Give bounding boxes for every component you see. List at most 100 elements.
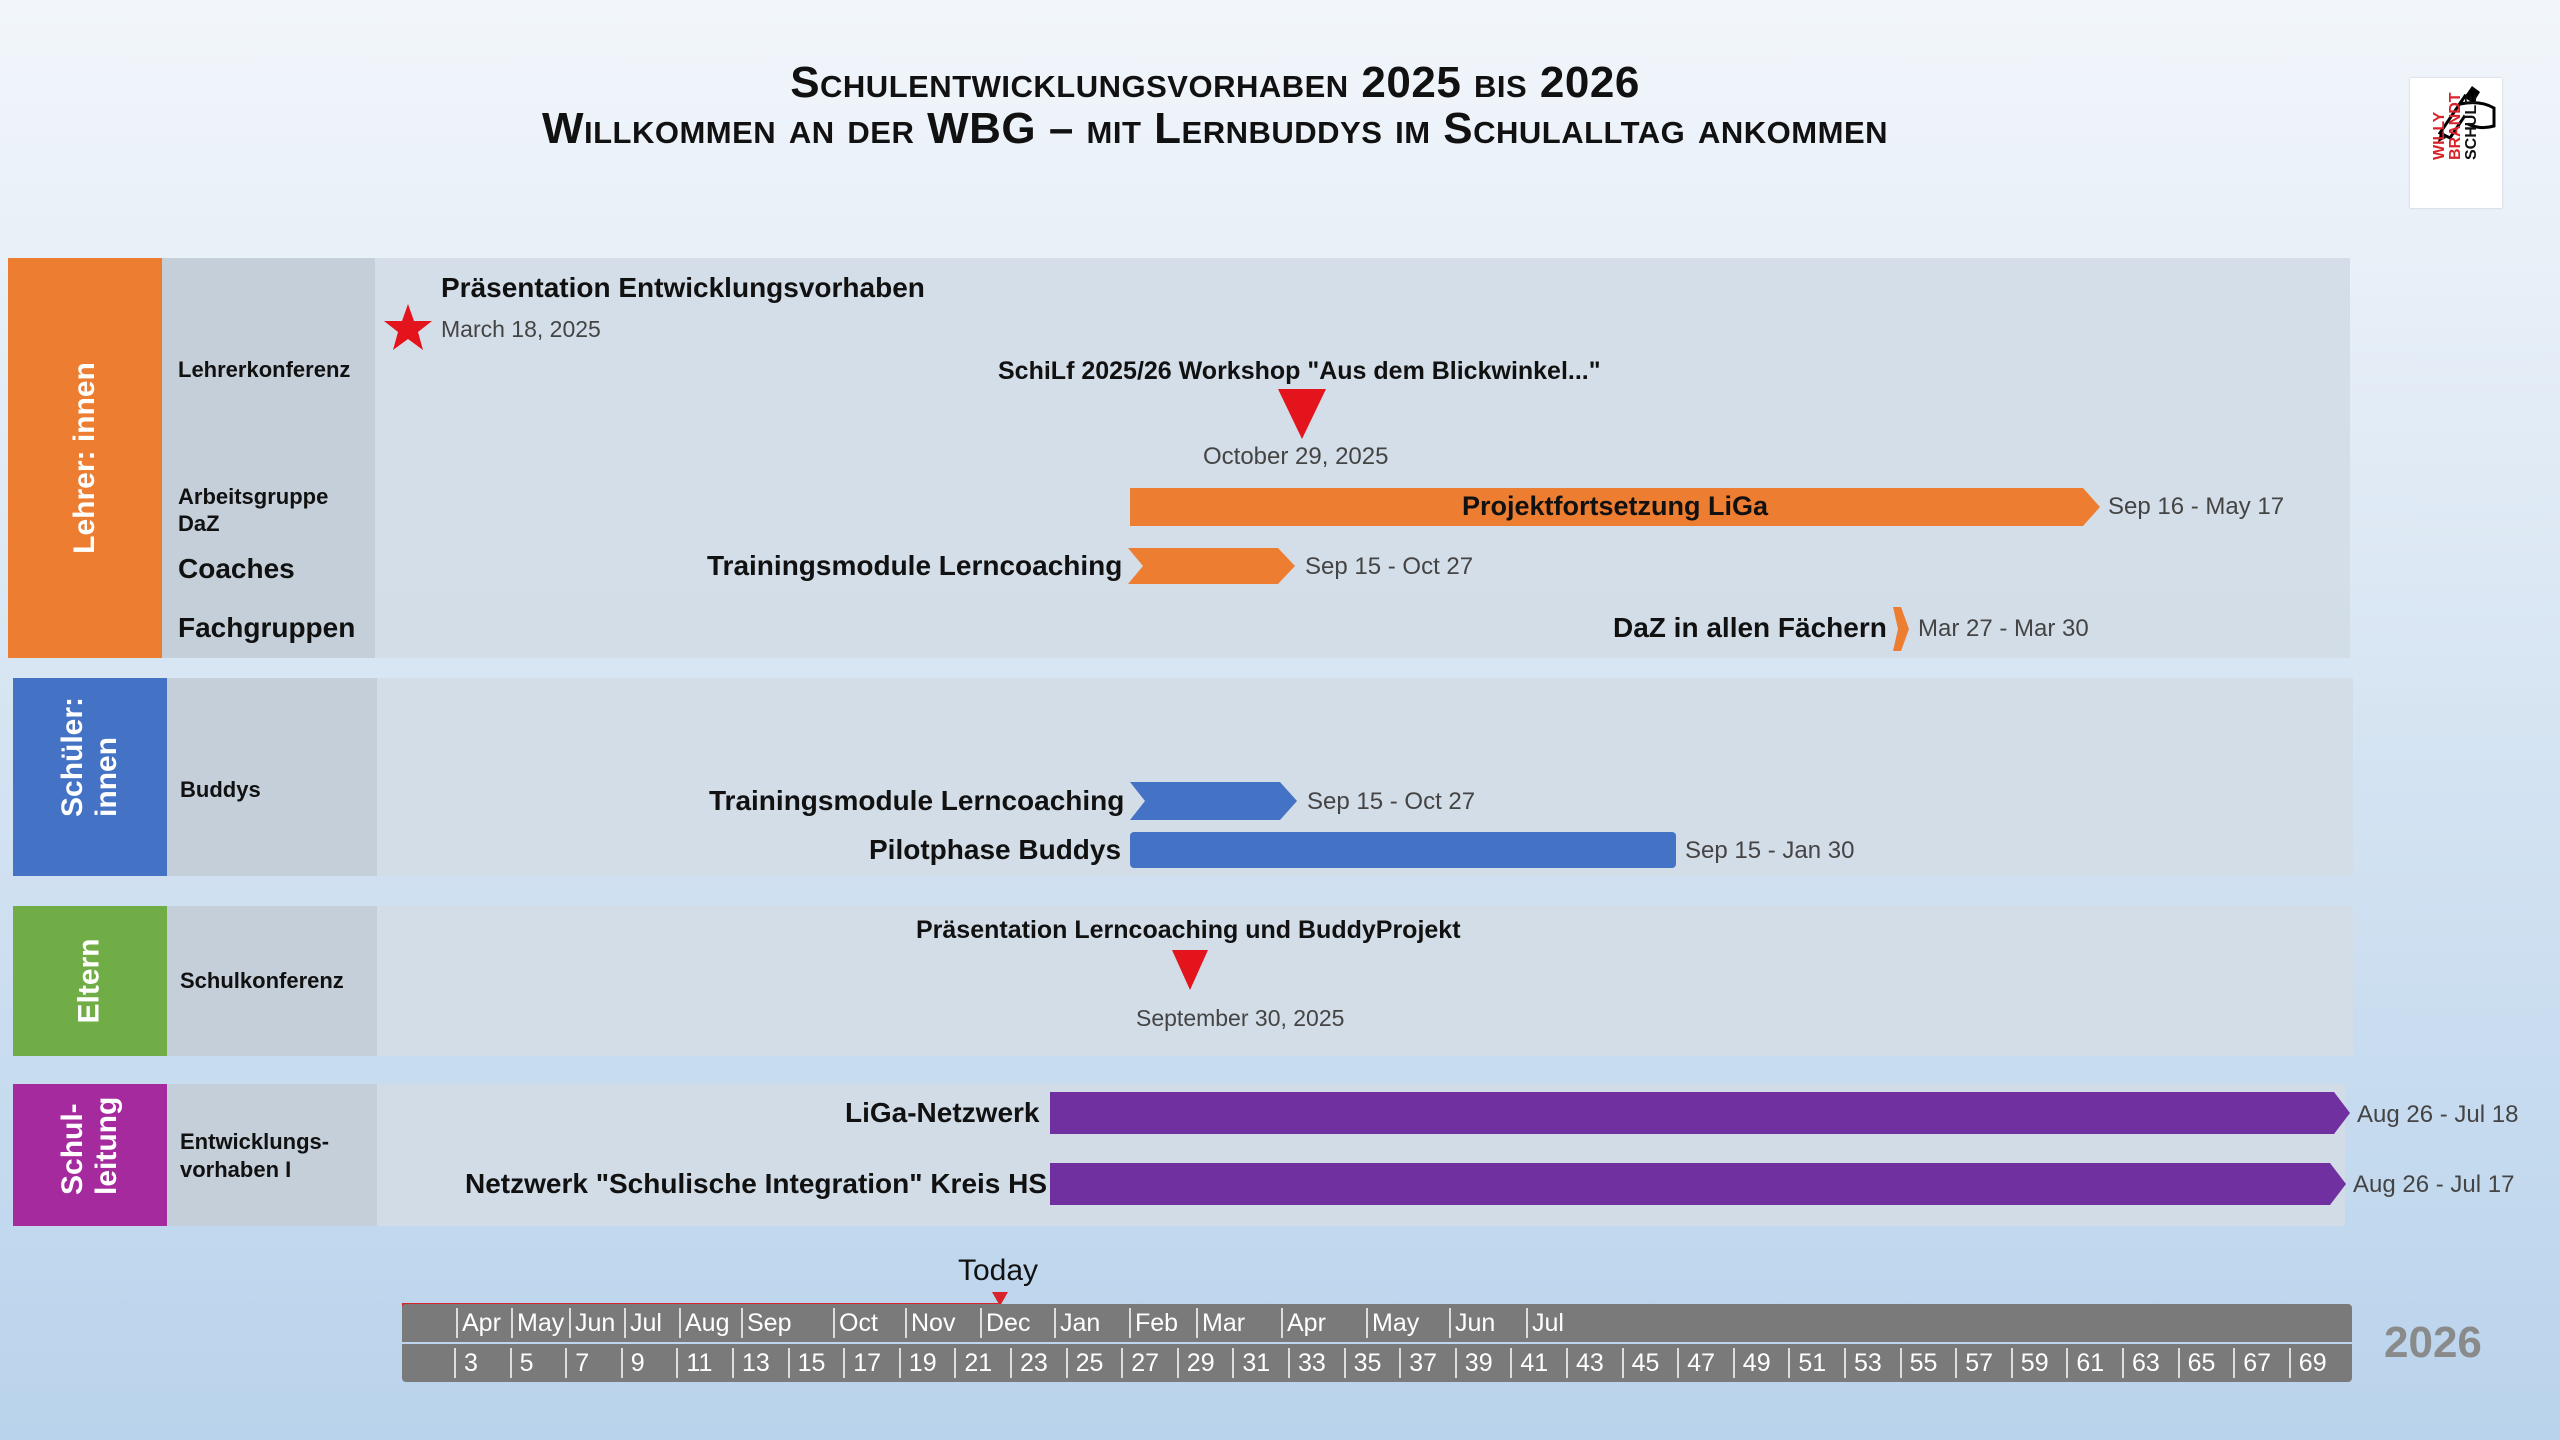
logo-line-3: SCHULE	[2463, 94, 2480, 160]
timeline-month-separator	[1281, 1308, 1283, 1338]
timeline-month-separator	[456, 1308, 458, 1338]
row-label-fachgruppen: Fachgruppen	[178, 612, 356, 643]
timeline-month-label: May	[1372, 1309, 1420, 1337]
task-bar-trainingsmodule-buddys	[1130, 782, 1297, 820]
timeline-week-separator	[1232, 1348, 1235, 1378]
sublabel-column-teachers	[162, 258, 375, 658]
task-title-netzwerk-schulische-integration: Netzwerk "Schulische Integration" Kreis …	[465, 1168, 1048, 1199]
milestone-date-schilf: October 29, 2025	[1203, 443, 1389, 470]
timeline-month-separator	[569, 1308, 571, 1338]
task-title-projektfortsetzung-liga: Projektfortsetzung LiGa	[1461, 491, 1769, 521]
group-label-teachers: Lehrer: innen	[8, 258, 162, 658]
milestone-title-schilf: SchiLf 2025/26 Workshop "Aus dem Blickwi…	[998, 357, 1601, 385]
timeline-month-separator	[1366, 1308, 1368, 1338]
timeline-week-separator	[1955, 1348, 1958, 1378]
timeline-week-label: 51	[1798, 1349, 1827, 1377]
timeline-month-label: Apr	[462, 1309, 501, 1337]
timeline-week-label: 55	[1909, 1349, 1938, 1377]
milestone-title-praesentation: Präsentation Entwicklungsvorhaben	[441, 272, 925, 303]
row-label-entwicklungsvorhaben: Entwicklungs- vorhaben I	[180, 1129, 330, 1182]
timeline-week-label: 37	[1409, 1349, 1437, 1377]
timeline-month-label: Feb	[1135, 1309, 1179, 1337]
timeline-month-separator	[1129, 1308, 1131, 1338]
task-bar-trainingsmodule-coaches	[1128, 548, 1295, 584]
timeline-month-label: Jan	[1060, 1309, 1101, 1337]
timeline-week-label: 19	[908, 1349, 937, 1377]
task-title-trainingsmodule-buddys: Trainingsmodule Lerncoaching	[709, 785, 1125, 816]
timeline-week-row: 3 5 7 9 11 13 15 17 19 21 23 25 27 29 31 33 35 37 39 41 43 45…	[402, 1344, 2352, 1382]
task-dates-pilotphase-buddys: Sep 15 - Jan 30	[1685, 837, 1855, 864]
timeline-week-label: 61	[2076, 1349, 2105, 1377]
timeline-week-separator	[1788, 1348, 1791, 1378]
task-dates-daz-in-allen-faechern: Mar 27 - Mar 30	[1918, 615, 2089, 642]
logo-text: WILLY BRANDT SCHULE	[2431, 92, 2480, 160]
timeline-week-label: 65	[2187, 1349, 2216, 1377]
triangle-down-icon	[1172, 950, 1208, 990]
timeline-week-label: 7	[575, 1349, 590, 1377]
timeline-week-label: 41	[1520, 1349, 1549, 1377]
timeline-week-separator	[787, 1348, 790, 1378]
milestone-title-praesentation-lerncoaching: Präsentation Lerncoaching und BuddyProje…	[916, 916, 1461, 944]
group-panel-teachers	[375, 258, 2350, 658]
sublabel-column-parents	[167, 906, 377, 1056]
timeline-month-label: Aug	[685, 1309, 730, 1337]
row-label-lehrerkonferenz: Lehrerkonferenz	[178, 357, 351, 382]
timeline-week-label: 57	[1965, 1349, 1993, 1377]
timeline-month-label: Mar	[1202, 1309, 1246, 1337]
chart-title-line-1: Schulentwicklungsvorhaben 2025 bis 2026	[790, 58, 1640, 107]
timeline-month-separator	[1196, 1308, 1198, 1338]
pen-hand-icon	[2437, 86, 2496, 142]
timeline-week-separator	[1899, 1348, 1902, 1378]
timeline-axis: Apr May Jun Jul Aug Sep Oct Nov Dec Jan Feb Mar Apr M…	[402, 1304, 2352, 1384]
timeline-week-label: 59	[2020, 1349, 2049, 1377]
timeline-week-separator	[1121, 1348, 1124, 1378]
timeline-month-separator	[511, 1308, 513, 1338]
timeline-week-label: 3	[464, 1349, 478, 1377]
row-label-coaches: Coaches	[178, 553, 295, 584]
timeline-month-separator	[741, 1308, 743, 1338]
timeline-week-separator	[2288, 1348, 2291, 1378]
task-bar-netzwerk-schulische-integration	[1050, 1163, 2346, 1205]
timeline-week-separator	[1844, 1348, 1846, 1378]
timeline-month-label: Jul	[1532, 1309, 1564, 1337]
timeline-week-separator	[1677, 1348, 1680, 1378]
timeline-week-separator	[676, 1348, 679, 1378]
timeline-month-label: Sep	[747, 1309, 792, 1337]
timeline-week-label: 33	[1298, 1349, 1326, 1377]
row-label-arbeitsgruppe-daz: Arbeitsgruppe DaZ	[178, 484, 329, 536]
timeline-week-separator	[565, 1348, 568, 1378]
star-icon	[384, 304, 432, 350]
timeline-week-label: 69	[2298, 1349, 2327, 1377]
timeline-week-separator	[1621, 1348, 1624, 1378]
timeline-month-separator	[1054, 1308, 1056, 1338]
task-title-pilotphase-buddys: Pilotphase Buddys	[869, 834, 1122, 865]
timeline-week-label: 45	[1631, 1349, 1660, 1377]
today-label: Today	[958, 1254, 1039, 1287]
timeline-month-separator	[679, 1308, 681, 1338]
timeline-week-label: 15	[797, 1349, 826, 1377]
timeline-month-label: Dec	[986, 1309, 1031, 1337]
group-label-school-management: Schul- leitung	[13, 1084, 167, 1226]
timeline-week-label: 47	[1687, 1349, 1715, 1377]
timeline-month-label: Oct	[839, 1309, 878, 1337]
triangle-down-icon	[1278, 389, 1326, 439]
timeline-week-separator	[1566, 1348, 1568, 1378]
timeline-week-label: 43	[1576, 1349, 1604, 1377]
timeline-week-label: 13	[742, 1349, 770, 1377]
timeline-week-separator	[898, 1348, 901, 1378]
timeline-month-separator	[905, 1308, 907, 1338]
timeline-week-separator	[1732, 1348, 1735, 1378]
timeline-week-separator	[1454, 1348, 1457, 1378]
task-dates-netzwerk-schulische-integration: Aug 26 - Jul 17	[2353, 1171, 2515, 1198]
timeline-week-label: 49	[1742, 1349, 1771, 1377]
timeline-week-label: 29	[1186, 1349, 1215, 1377]
timeline-month-separator	[624, 1308, 626, 1338]
task-dates-trainingsmodule-coaches: Sep 15 - Oct 27	[1305, 553, 1474, 580]
timeline-week-separator	[2177, 1348, 2180, 1378]
timeline-week-label: 63	[2132, 1349, 2160, 1377]
timeline-week-separator	[954, 1348, 957, 1378]
logo-line-1: WILLY	[2431, 111, 2448, 160]
timeline-week-label: 25	[1075, 1349, 1104, 1377]
timeline-month-separator	[1449, 1308, 1451, 1338]
task-dates-liga-netzwerk: Aug 26 - Jul 18	[2357, 1101, 2519, 1128]
